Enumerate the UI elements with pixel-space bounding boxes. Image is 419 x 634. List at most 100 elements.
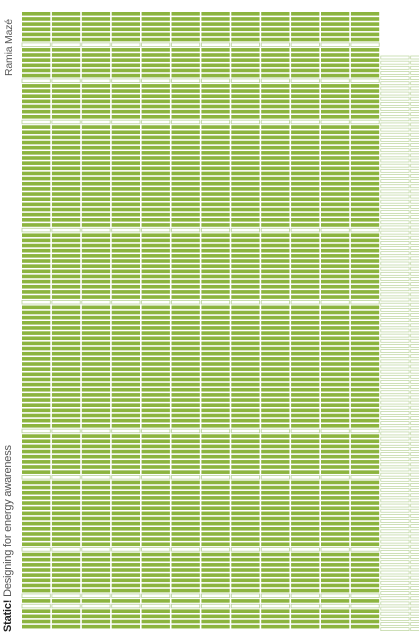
pattern-bar <box>201 393 230 397</box>
pattern-bar <box>171 434 200 438</box>
pattern-bar <box>171 506 200 510</box>
pattern-bar <box>321 202 350 207</box>
pattern-bar <box>350 94 380 98</box>
pattern-bar <box>81 68 111 73</box>
pattern-bar <box>291 151 320 155</box>
pattern-bar <box>81 537 111 541</box>
pattern-bar <box>51 460 81 464</box>
pattern-bar <box>321 254 350 258</box>
pattern-bar <box>171 58 200 62</box>
pattern-bar <box>321 218 350 222</box>
pattern-bar <box>81 78 111 83</box>
pattern-bar <box>260 119 290 125</box>
pattern-bar <box>350 496 380 500</box>
pattern-bar <box>260 547 290 552</box>
pattern-bar <box>141 22 170 26</box>
pattern-bar <box>291 537 320 541</box>
pattern-outline-bar <box>410 101 419 106</box>
pattern-outline-bar <box>410 225 419 230</box>
pattern-outline-bar <box>380 251 410 256</box>
pattern-outline-bar <box>410 318 419 322</box>
pattern-bar <box>321 398 350 402</box>
pattern-bar <box>321 563 350 567</box>
pattern-outline-bar <box>410 96 419 101</box>
pattern-bar <box>22 619 51 624</box>
pattern-bar <box>261 27 290 32</box>
pattern-bar <box>141 202 170 207</box>
pattern-bar <box>51 264 81 268</box>
pattern-bar <box>261 238 290 243</box>
pattern-bar <box>22 17 51 21</box>
pattern-bar <box>22 454 51 459</box>
pattern-bar <box>291 624 320 629</box>
pattern-bar <box>321 377 350 382</box>
pattern-bar <box>350 537 380 541</box>
pattern-outline-bar <box>380 555 410 559</box>
pattern-bar <box>111 377 140 382</box>
pattern-outline-bar <box>380 225 410 230</box>
pattern-bar <box>141 315 170 320</box>
pattern-bar <box>321 424 350 428</box>
pattern-outline-bar <box>410 261 419 266</box>
pattern-outline-bar <box>380 369 410 374</box>
pattern-bar <box>171 109 200 114</box>
pattern-outline-bar <box>380 462 410 467</box>
pattern-bar <box>201 527 230 531</box>
pattern-bar <box>171 119 201 125</box>
pattern-bar <box>111 156 140 160</box>
pattern-bar <box>291 403 320 407</box>
pattern-bar <box>231 315 260 320</box>
pattern-bar <box>81 310 111 315</box>
pattern-bar <box>291 197 320 201</box>
pattern-bar <box>291 310 320 315</box>
pattern-bar <box>141 336 170 341</box>
book-title: Static! Designing for energy awareness <box>2 445 14 632</box>
pattern-bar <box>51 377 81 382</box>
pattern-bar <box>261 336 290 341</box>
pattern-bar <box>51 192 81 196</box>
pattern-bar <box>22 145 51 150</box>
pattern-bar <box>111 331 140 335</box>
pattern-outline-bar <box>380 210 410 214</box>
pattern-bar <box>231 73 260 78</box>
pattern-bar <box>261 37 290 42</box>
pattern-bar <box>111 552 140 557</box>
pattern-outline-bar <box>380 174 410 178</box>
pattern-bar <box>51 115 81 119</box>
pattern-bar <box>81 140 111 145</box>
pattern-bar <box>201 274 230 279</box>
pattern-bar <box>201 130 230 135</box>
pattern-bar <box>171 187 200 191</box>
pattern-bar <box>171 527 200 531</box>
pattern-bar <box>81 238 111 243</box>
pattern-outline-bar <box>410 112 419 117</box>
pattern-bar <box>321 336 350 341</box>
pattern-bar <box>261 382 290 387</box>
pattern-bar <box>201 284 230 289</box>
pattern-bar <box>201 89 230 93</box>
pattern-bar <box>200 227 231 233</box>
pattern-bar <box>141 248 170 253</box>
pattern-bar <box>81 403 111 407</box>
pattern-outline-bar <box>410 539 419 544</box>
pattern-bar <box>291 12 320 16</box>
pattern-outline-bar <box>410 266 419 271</box>
pattern-bar <box>231 84 260 88</box>
pattern-bar <box>51 151 81 155</box>
pattern-bar <box>171 362 200 366</box>
pattern-bar <box>81 346 111 351</box>
pattern-bar <box>350 166 380 171</box>
pattern-bar <box>201 264 230 268</box>
pattern-bar <box>231 501 260 505</box>
pattern-bar <box>350 593 380 598</box>
pattern-bar <box>291 115 320 119</box>
pattern-outline-bar <box>380 143 410 147</box>
pattern-bar <box>321 321 350 325</box>
pattern-bar <box>321 542 350 547</box>
pattern-bar <box>81 166 111 171</box>
pattern-bar <box>111 326 140 330</box>
pattern-bar <box>350 557 380 562</box>
pattern-outline-bar <box>410 91 419 96</box>
pattern-bar <box>261 387 290 392</box>
pattern-bar <box>21 428 51 434</box>
